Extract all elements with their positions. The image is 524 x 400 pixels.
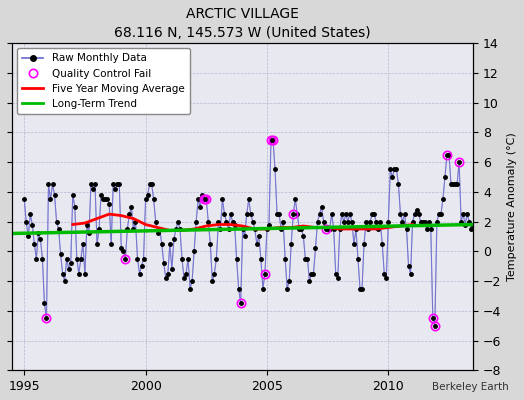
Text: Berkeley Earth: Berkeley Earth — [432, 382, 508, 392]
Title: ARCTIC VILLAGE
68.116 N, 145.573 W (United States): ARCTIC VILLAGE 68.116 N, 145.573 W (Unit… — [114, 7, 371, 40]
Y-axis label: Temperature Anomaly (°C): Temperature Anomaly (°C) — [507, 132, 517, 281]
Legend: Raw Monthly Data, Quality Control Fail, Five Year Moving Average, Long-Term Tren: Raw Monthly Data, Quality Control Fail, … — [17, 48, 190, 114]
